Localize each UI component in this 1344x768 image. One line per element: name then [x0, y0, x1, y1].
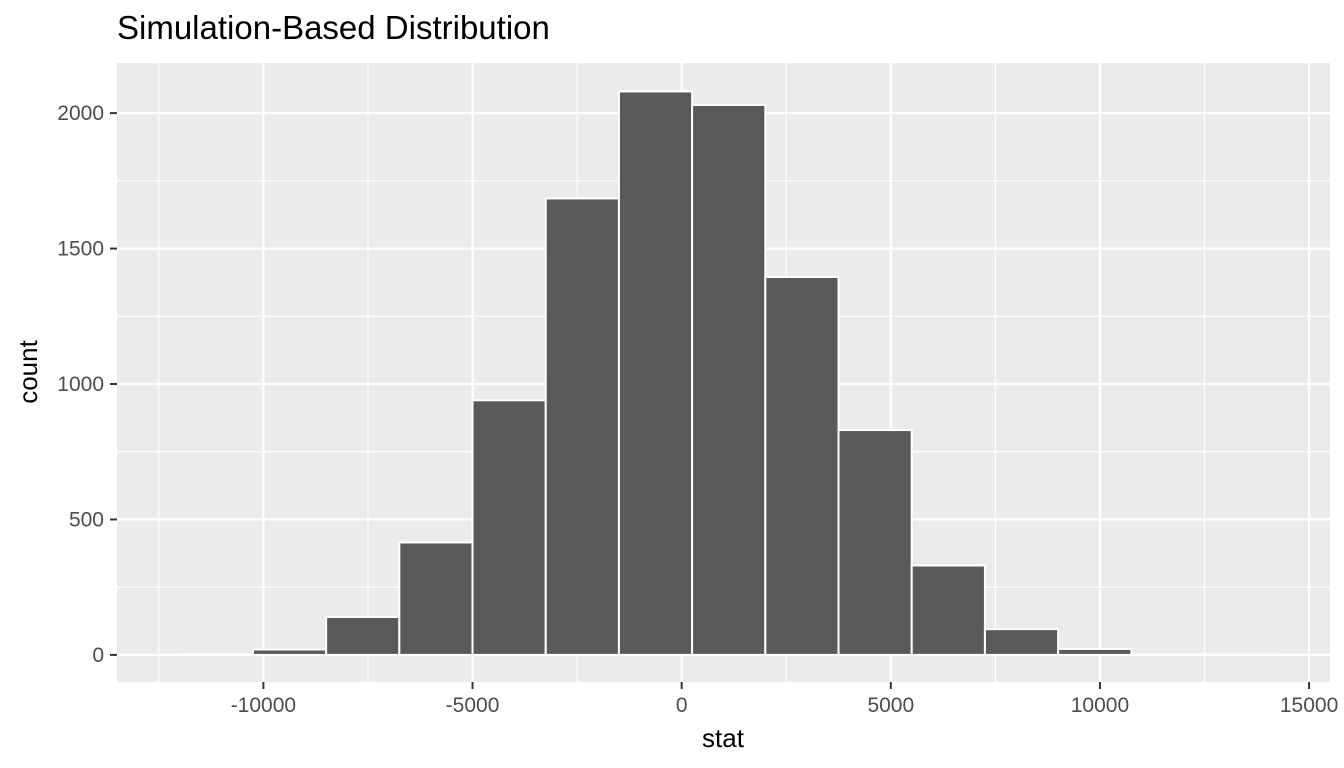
axis-ticks — [110, 112, 1311, 689]
y-tick-label: 500 — [69, 508, 104, 531]
histogram-bar — [178, 653, 254, 656]
histogram-bar — [544, 197, 620, 656]
histogram-bar — [398, 541, 474, 656]
x-tick-label: -10000 — [231, 694, 296, 717]
histogram-bar — [837, 429, 913, 656]
histogram-bar — [1130, 653, 1206, 656]
histogram-bar — [1057, 647, 1133, 656]
x-tick-label: 15000 — [1280, 694, 1338, 717]
histogram-bar — [691, 103, 767, 656]
histogram-bar — [251, 648, 328, 656]
y-axis-title: count — [13, 339, 43, 403]
histogram-bar — [617, 90, 694, 656]
y-tick-label: 1500 — [57, 238, 104, 261]
y-tick-label: 0 — [92, 644, 104, 667]
x-tick-label: -5000 — [446, 694, 500, 717]
histogram-bar — [764, 276, 840, 656]
y-tick-label: 2000 — [57, 102, 104, 125]
y-tick-label: 1000 — [57, 373, 104, 396]
tick-labels: -10000 -5000 0 5000 10000 15000 0 500 1000 1500 20… — [57, 102, 1338, 717]
histogram-bar — [910, 564, 986, 656]
x-tick-label: 5000 — [867, 694, 914, 717]
chart-title: Simulation-Based Distribution — [117, 9, 550, 46]
histogram-bar — [325, 615, 401, 656]
histogram-bar — [471, 399, 547, 656]
x-axis-title: stat — [702, 723, 745, 753]
histogram-bars — [178, 90, 1279, 656]
x-tick-label: 10000 — [1071, 694, 1129, 717]
histogram-bar — [983, 628, 1060, 656]
x-tick-label: 0 — [676, 694, 688, 717]
